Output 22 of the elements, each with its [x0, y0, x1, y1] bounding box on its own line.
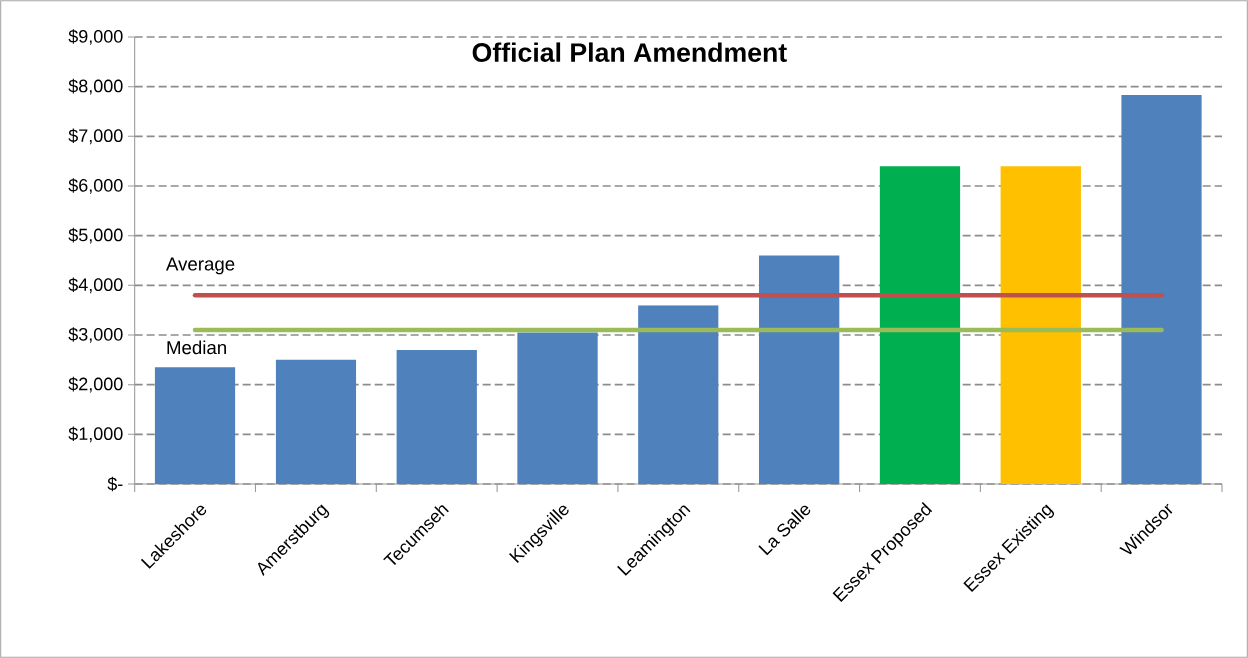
- y-tick-label: $6,000: [68, 178, 123, 194]
- y-tick-label: $5,000: [68, 227, 123, 244]
- y-tick-label: $-: [107, 476, 123, 492]
- bar: [1121, 95, 1202, 484]
- bar: [638, 305, 719, 484]
- y-tick-label: $4,000: [68, 277, 123, 294]
- bar: [1000, 166, 1081, 484]
- y-tick-label: $2,000: [68, 376, 123, 393]
- bar: [517, 332, 598, 484]
- y-tick-label: $8,000: [68, 78, 123, 95]
- ref-line-label: Average: [166, 257, 235, 275]
- ref-line-label: Median: [167, 340, 226, 355]
- bar: [758, 255, 840, 484]
- y-tick-label: $3,000: [68, 327, 123, 343]
- y-tick-label: $1,000: [68, 426, 123, 443]
- y-tick-label: $7,000: [68, 128, 123, 145]
- bar: [879, 166, 961, 484]
- bar: [154, 367, 236, 484]
- bar: [396, 349, 477, 484]
- y-tick-label: $9,000: [68, 29, 123, 45]
- bar: [275, 359, 357, 484]
- chart-title: Official Plan Amendment: [472, 42, 787, 62]
